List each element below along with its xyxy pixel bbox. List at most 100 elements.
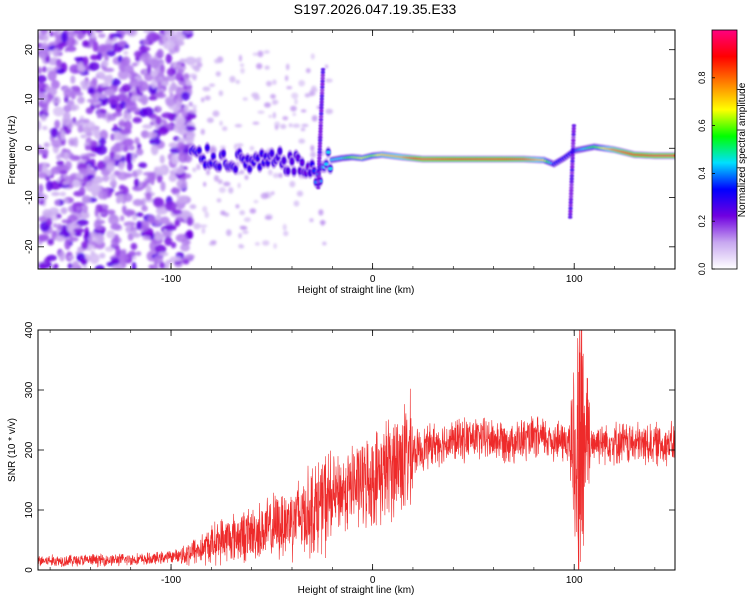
ridge-core (233, 167, 238, 171)
noise-blob (38, 234, 49, 241)
streak-blob (569, 189, 574, 193)
noise-blob (138, 46, 151, 52)
streak-blob (570, 162, 575, 166)
ridge-core (311, 169, 317, 173)
noise-blob (155, 166, 166, 176)
noise-blob (153, 235, 165, 240)
noise-blob (54, 235, 66, 242)
noise-blob (272, 111, 276, 119)
noise-blob (204, 211, 210, 219)
streak-blob (569, 183, 574, 187)
noise-blob (64, 160, 72, 171)
streak-blob (568, 200, 573, 205)
y-tick-label: -20 (24, 239, 35, 254)
noise-blob (84, 145, 92, 151)
noise-blob (98, 93, 107, 100)
noise-blob (98, 33, 106, 38)
noise-blob (38, 183, 44, 193)
noise-blob (176, 179, 188, 189)
noise-blob (185, 239, 191, 245)
streak-blob (318, 121, 324, 125)
x-tick-label: 0 (370, 575, 376, 586)
streak-blob (318, 126, 323, 131)
noise-blob (309, 218, 314, 223)
noise-blob (58, 250, 66, 262)
colorbar-bar (711, 29, 738, 270)
noise-blob (94, 30, 104, 33)
noise-blob (218, 186, 226, 193)
noise-blob (125, 101, 138, 111)
noise-blob (72, 179, 81, 188)
noise-blob (200, 128, 205, 135)
noise-blob (176, 142, 186, 151)
noise-blob (42, 125, 48, 131)
noise-blob (38, 216, 47, 222)
noise-blob (113, 233, 120, 243)
noise-blob (131, 261, 137, 269)
noise-blob (117, 171, 129, 181)
noise-blob (159, 63, 165, 75)
noise-blob (214, 58, 221, 64)
noise-blob (129, 70, 136, 76)
noise-blob (192, 107, 197, 112)
streak-blob (571, 141, 576, 145)
noise-blob (242, 230, 249, 234)
noise-blob (125, 228, 131, 234)
noise-blob (285, 63, 290, 71)
noise-blob (298, 138, 306, 144)
noise-blob (100, 82, 110, 88)
noise-blob (46, 92, 53, 103)
noise-blob (325, 108, 333, 115)
noise-blob (82, 196, 88, 204)
noise-blob (268, 114, 273, 118)
noise-blob (59, 170, 68, 175)
noise-blob (243, 217, 251, 223)
snr-marks (38, 330, 675, 570)
noise-blob (67, 255, 75, 260)
noise-blob (165, 53, 173, 64)
y-tick-label: 0 (24, 145, 35, 151)
noise-blob (90, 54, 100, 61)
noise-blob (40, 114, 47, 122)
noise-blob (169, 256, 182, 262)
noise-blob (42, 33, 50, 43)
noise-blob (74, 232, 82, 237)
noise-blob (118, 161, 125, 171)
noise-blob (272, 79, 277, 85)
noise-blob (168, 173, 177, 182)
figure-title: S197.2026.047.19.35.E33 (293, 1, 457, 17)
noise-blob (82, 118, 90, 124)
noise-blob (193, 222, 201, 230)
ridge-core (672, 154, 675, 158)
streak-blob (568, 206, 573, 210)
noise-blob (130, 96, 137, 103)
noise-blob (61, 31, 68, 43)
noise-blob (164, 201, 177, 212)
noise-blob (76, 219, 89, 226)
noise-blob (81, 127, 92, 134)
ridge-core (221, 152, 226, 155)
y-tick-label: 100 (24, 501, 35, 518)
noise-blob (175, 233, 188, 243)
streak-blob (319, 94, 325, 98)
noise-blob (176, 69, 185, 74)
noise-blob (42, 103, 49, 114)
noise-blob (149, 137, 161, 146)
y-tick-label: 10 (24, 93, 35, 105)
noise-blob (66, 222, 75, 233)
noise-blob (132, 198, 144, 207)
noise-blob (189, 204, 197, 210)
noise-blob (103, 67, 115, 73)
colorbar-tick-label: 0.4 (697, 167, 707, 180)
noise-blob (41, 30, 49, 36)
noise-blob (282, 116, 289, 121)
noise-blob (170, 187, 181, 194)
noise-blob (90, 250, 95, 257)
ridge-core (247, 167, 252, 171)
noise-blob (134, 137, 140, 145)
noise-blob (197, 56, 202, 63)
noise-blob (142, 235, 151, 241)
noise-blob (94, 208, 99, 218)
noise-blob (215, 71, 221, 77)
noise-blob (82, 264, 88, 269)
